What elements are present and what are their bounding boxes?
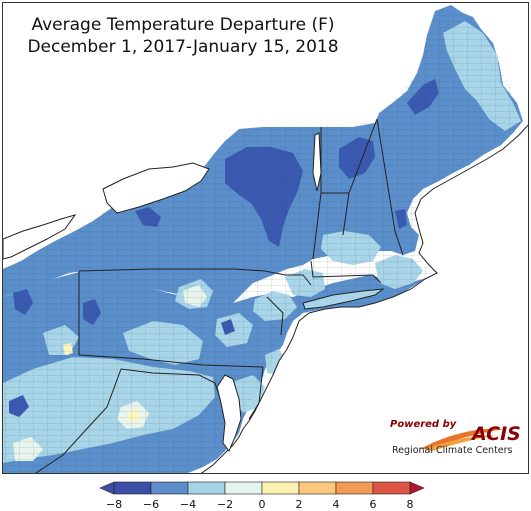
acis-swoosh-icon bbox=[420, 428, 504, 451]
acis-logo: Powered by ACIS Regional Climate Centers bbox=[386, 415, 526, 461]
temperature-departure-map bbox=[3, 5, 528, 473]
legend-tick-label: −2 bbox=[216, 498, 234, 511]
map-title-line-2: December 1, 2017-January 15, 2018 bbox=[27, 37, 339, 57]
lake-ontario bbox=[102, 162, 210, 214]
long-island bbox=[302, 288, 385, 310]
county-borders bbox=[3, 11, 523, 473]
legend-arrow-low bbox=[99, 481, 115, 495]
legend-tick-label: 2 bbox=[295, 498, 303, 511]
legend-swatch bbox=[187, 481, 226, 495]
legend-swatch bbox=[150, 481, 189, 495]
legend-swatch bbox=[335, 481, 374, 495]
legend-arrow-high bbox=[409, 481, 425, 495]
atlantic-ocean bbox=[200, 124, 528, 473]
powered-by-label: Powered by bbox=[390, 419, 457, 430]
legend-tick-label: −4 bbox=[179, 498, 197, 511]
state-borders bbox=[35, 118, 404, 473]
legend-tick-label: −6 bbox=[142, 498, 160, 511]
legend-swatch bbox=[298, 481, 337, 495]
legend-swatch bbox=[113, 481, 152, 495]
legend-tick-label: 8 bbox=[406, 498, 414, 511]
acis-label: ACIS bbox=[472, 423, 521, 445]
map-frame: Average Temperature Departure (F) Decemb… bbox=[2, 2, 529, 474]
legend-colorbar bbox=[99, 481, 425, 495]
lake-champlain bbox=[312, 132, 322, 192]
legend-tick-label: −8 bbox=[105, 498, 123, 511]
legend-swatch bbox=[261, 481, 300, 495]
legend-tick-label: 6 bbox=[369, 498, 377, 511]
legend-tick-label: 4 bbox=[332, 498, 340, 511]
legend-swatch bbox=[224, 481, 263, 495]
legend-swatch bbox=[372, 481, 411, 495]
map-title-line-1: Average Temperature Departure (F) bbox=[31, 15, 335, 35]
chesapeake-bay bbox=[216, 374, 242, 452]
legend-tick-label: 0 bbox=[258, 498, 266, 511]
color-legend: −8 −6 −4 −2 0 2 4 6 8 bbox=[92, 478, 432, 511]
regional-climate-centers-label: Regional Climate Centers bbox=[392, 445, 513, 456]
water-bodies bbox=[3, 124, 528, 473]
lake-erie bbox=[3, 214, 77, 260]
